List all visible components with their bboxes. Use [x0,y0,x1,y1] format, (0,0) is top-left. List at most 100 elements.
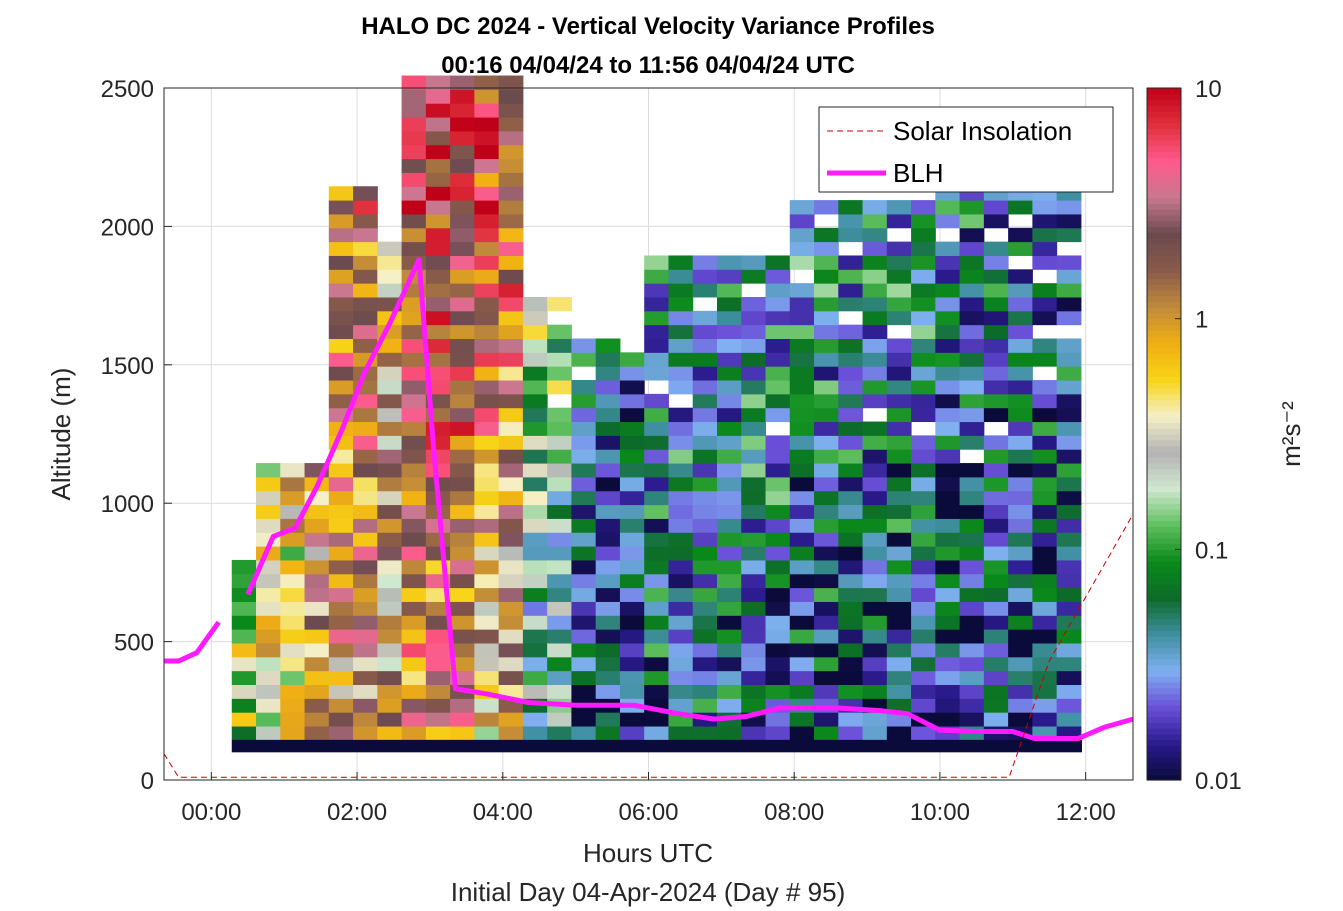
heatmap-cell [1008,352,1033,367]
heatmap-cell [935,518,961,533]
heatmap-cell [547,463,572,478]
heatmap-cell [425,435,451,450]
heatmap-cell [983,532,1009,547]
heatmap-cell [814,283,839,298]
heatmap-cell [789,449,815,464]
heatmap-cell [668,684,694,699]
heatmap-cell [328,726,354,741]
heatmap-cell [959,269,985,284]
heatmap-cell [1032,490,1058,506]
heatmap-cell [547,338,572,353]
colorbar-step [1147,295,1181,302]
heatmap-cell [814,642,839,658]
heatmap-cell [498,601,524,616]
heatmap-cell [474,186,500,201]
heatmap-cell [692,490,718,506]
heatmap-cell [595,615,621,630]
heatmap-cell [571,656,597,672]
heatmap-cell [498,559,524,575]
heatmap-cell [1056,310,1082,326]
heatmap-cell [692,615,718,630]
heatmap-cell [668,642,694,658]
heatmap-cell [692,255,718,270]
heatmap-cell [353,324,378,340]
heatmap-cell [692,324,718,340]
heatmap-cell [474,449,500,464]
colorbar-step [1147,232,1181,239]
heatmap-cell [983,546,1009,561]
heatmap-cell [886,296,912,312]
heatmap-cell [644,490,669,506]
heatmap-cell [644,296,669,312]
heatmap-cell [644,615,669,630]
heatmap-cell [789,656,815,672]
heatmap-cell [522,310,548,326]
colorbar-step [1147,439,1181,447]
heatmap-cell [522,629,548,644]
heatmap-cell [1056,296,1082,312]
heatmap-cell [935,712,961,727]
heatmap-cell [1032,200,1058,215]
heatmap-cell [1032,463,1058,478]
heatmap-cell [1032,615,1058,630]
heatmap-cell [571,380,597,395]
heatmap-cell [814,296,839,312]
heatmap-cell [571,726,597,741]
heatmap-cell [814,504,839,519]
heatmap-cell [450,393,475,409]
heatmap-cell [304,587,330,602]
colorbar-step [1147,560,1181,568]
heatmap-cell [1032,642,1058,658]
heatmap-cell [377,241,403,256]
colorbar-step [1147,624,1181,631]
heatmap-cell [886,532,912,547]
heatmap-cell [741,324,767,340]
heatmap-cell [765,296,791,312]
heatmap-cell [1008,227,1033,243]
heatmap-cell [401,670,427,686]
heatmap-cell [886,476,912,492]
heatmap-cell [619,532,645,547]
heatmap-cell [668,587,694,602]
heatmap-cell [547,435,572,450]
heatmap-cell [304,629,330,644]
heatmap-cell [1032,227,1058,243]
heatmap-cell [741,629,767,644]
heatmap-cell [741,518,767,533]
colorbar-step [1147,139,1181,147]
heatmap-cell [1032,587,1058,602]
x-axis-label: Hours UTC [583,838,713,868]
heatmap-cell [328,324,354,340]
heatmap-cell [280,559,306,575]
heatmap-cell [789,200,815,215]
colorbar-step [1147,583,1181,591]
heatmap-cell [571,407,597,423]
heatmap-cell [571,642,597,658]
colorbar-tick-label: 0.1 [1195,537,1228,564]
heatmap-cell [814,615,839,630]
heatmap-cell [692,559,718,575]
heatmap-cell [814,310,839,326]
heatmap-cell [644,338,669,353]
heatmap-cell [328,546,354,561]
heatmap-cell [425,366,451,381]
heatmap-cell [498,283,524,298]
heatmap-cell [522,421,548,436]
heatmap-cell [935,435,961,450]
x-tick-label: 08:00 [764,799,824,826]
heatmap-cell [911,366,936,381]
heatmap-cell [789,546,815,561]
heatmap-cell [474,407,500,423]
heatmap-cell [814,546,839,561]
heatmap-cell [450,559,475,575]
heatmap-cell [716,269,742,284]
heatmap-cell [765,726,791,741]
heatmap-cell [886,546,912,561]
heatmap-cell [983,504,1009,519]
heatmap-cell [789,684,815,699]
heatmap-cell [716,352,742,367]
heatmap-cell [353,698,378,713]
colorbar-step [1147,514,1181,522]
heatmap-cell [498,227,524,243]
heatmap-cell [692,698,718,713]
